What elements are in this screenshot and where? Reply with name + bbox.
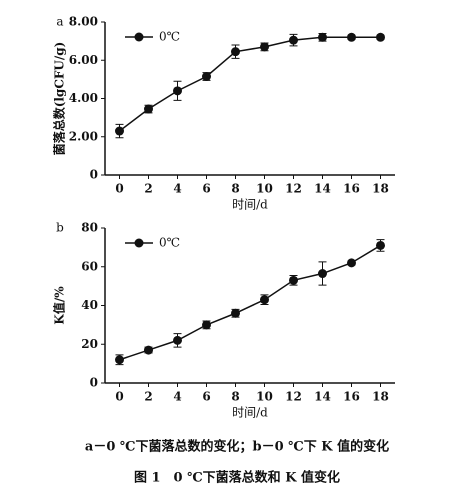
x-axis-label: 时间/d	[232, 198, 268, 212]
data-point	[115, 355, 124, 365]
x-tick-label: 12	[285, 182, 302, 196]
x-tick-label: 18	[372, 390, 389, 404]
x-tick-label: 4	[173, 182, 181, 196]
legend-label: 0℃	[159, 30, 180, 44]
data-point	[347, 32, 356, 42]
legend-marker	[134, 238, 144, 248]
series-line	[119, 244, 381, 361]
data-point	[231, 47, 240, 57]
x-tick-label: 18	[372, 182, 389, 196]
x-tick-label: 14	[314, 390, 331, 404]
y-tick-label: 20	[81, 337, 98, 351]
data-point	[202, 320, 211, 330]
data-point	[231, 308, 240, 318]
data-point	[318, 32, 327, 42]
x-tick-label: 12	[285, 390, 302, 404]
data-point	[376, 32, 385, 42]
caption: a－0 ℃下菌落总数的变化；b－0 ℃下 K 值的变化	[85, 439, 389, 455]
data-point	[144, 345, 153, 355]
data-point	[144, 104, 153, 114]
data-point	[260, 295, 269, 305]
x-tick-label: 6	[202, 390, 210, 404]
y-tick-label: 2.00	[69, 129, 98, 143]
x-tick-label: 14	[314, 182, 331, 196]
y-tick-label: 0	[90, 376, 98, 390]
series-line	[119, 36, 381, 132]
data-point	[173, 86, 182, 96]
x-tick-label: 6	[202, 182, 210, 196]
data-point	[289, 35, 298, 45]
x-tick-label: 16	[343, 182, 360, 196]
data-point	[202, 72, 211, 82]
x-tick-label: 16	[343, 390, 360, 404]
y-tick-label: 80	[81, 221, 98, 235]
y-tick-label: 8.00	[69, 15, 98, 29]
legend-marker	[134, 32, 144, 42]
x-tick-label: 8	[231, 182, 239, 196]
legend-label: 0℃	[159, 236, 180, 250]
y-axis-label: 菌落总数(lgCFU/g)	[52, 42, 67, 156]
figure-title: 图 1 0 ℃下菌落总数和 K 值变化	[134, 470, 340, 486]
data-point	[347, 258, 356, 268]
x-axis-label: 时间/d	[232, 406, 268, 420]
panel-label: a	[56, 15, 63, 29]
y-tick-label: 4.00	[69, 91, 98, 105]
x-tick-label: 2	[144, 182, 152, 196]
x-tick-label: 0	[115, 390, 123, 404]
y-tick-label: 0	[90, 168, 98, 182]
y-axis-label: K值/%	[52, 286, 67, 325]
y-tick-label: 6.00	[69, 53, 98, 67]
y-tick-label: 60	[81, 259, 98, 273]
y-tick-label: 40	[81, 298, 98, 312]
data-point	[376, 240, 385, 250]
x-tick-label: 8	[231, 390, 239, 404]
x-tick-label: 0	[115, 182, 123, 196]
data-point	[173, 335, 182, 345]
data-point	[318, 269, 327, 279]
data-point	[115, 126, 124, 136]
data-point	[260, 42, 269, 52]
x-tick-label: 2	[144, 390, 152, 404]
x-tick-label: 10	[256, 390, 273, 404]
data-point	[289, 275, 298, 285]
x-tick-label: 10	[256, 182, 273, 196]
panel-label: b	[56, 221, 64, 235]
x-tick-label: 4	[173, 390, 181, 404]
